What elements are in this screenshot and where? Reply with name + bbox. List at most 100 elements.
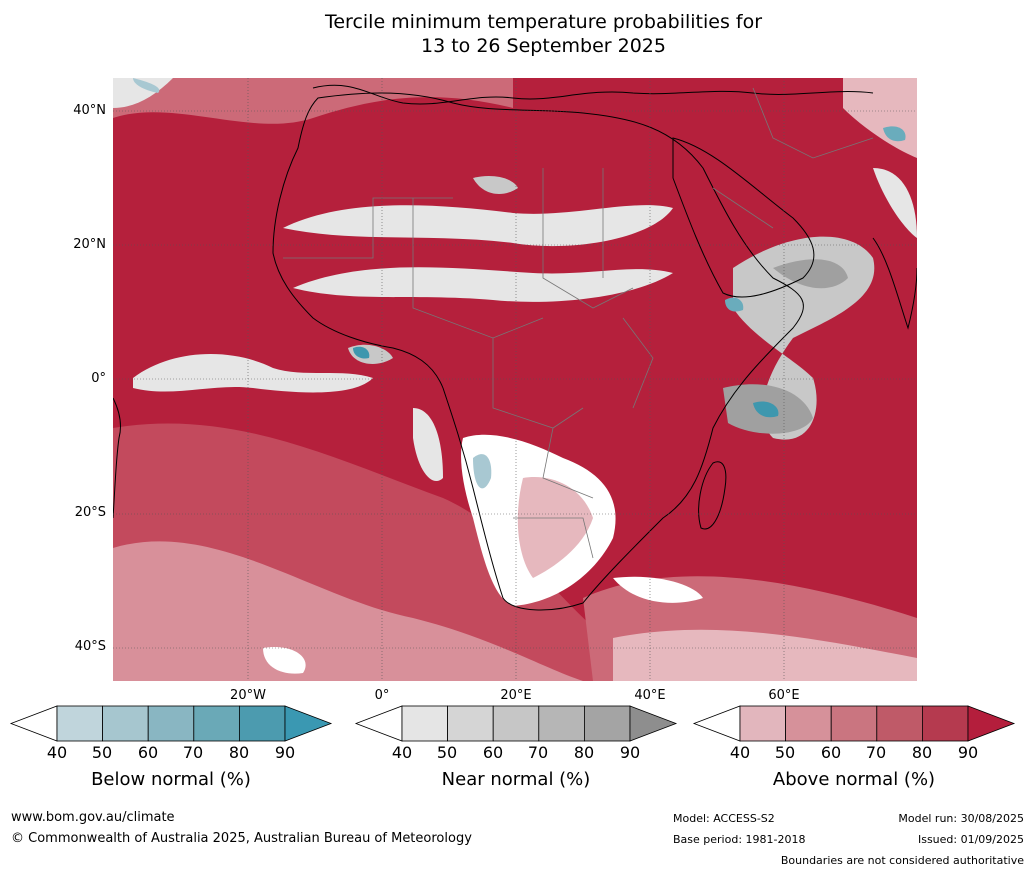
colorbar-near-title: Near normal (%) bbox=[441, 769, 591, 790]
colorbar-segment bbox=[921, 705, 969, 742]
africa-coastline bbox=[272, 92, 804, 611]
colorbar-segment bbox=[583, 705, 631, 742]
tick-label: 70 bbox=[527, 743, 549, 762]
tick-label: 80 bbox=[911, 743, 933, 762]
colorbar-below-svg bbox=[9, 705, 333, 742]
border-5 bbox=[492, 338, 584, 429]
colorbar-above-svg bbox=[692, 705, 1016, 742]
lat-label-40n: 40°N bbox=[73, 103, 106, 118]
map-svg bbox=[113, 78, 917, 681]
colorbar-extension-high bbox=[967, 705, 1016, 742]
border-6 bbox=[542, 427, 594, 499]
border-7 bbox=[513, 517, 594, 559]
title-line-2: 13 to 26 September 2025 bbox=[421, 35, 666, 57]
colorbar-extension-low bbox=[354, 705, 403, 742]
madagascar-outline bbox=[698, 461, 727, 530]
colorbar-extension-high bbox=[629, 705, 678, 742]
angola-coast-near bbox=[413, 408, 443, 482]
lon-label-0: 0° bbox=[374, 688, 390, 703]
namibia-below bbox=[473, 454, 492, 489]
colorbar-segment bbox=[538, 705, 585, 742]
colorbar-extension-low bbox=[692, 705, 741, 742]
central-asia-below bbox=[883, 126, 906, 142]
tick-label: 40 bbox=[391, 743, 413, 762]
tick-label: 70 bbox=[182, 743, 204, 762]
colorbar-extension-high bbox=[284, 705, 333, 742]
country-borders bbox=[283, 87, 874, 559]
colorbar-below bbox=[9, 705, 333, 742]
north-atlantic-below bbox=[133, 78, 160, 93]
southern-africa-above-50 bbox=[517, 477, 593, 578]
sahara-near-patch bbox=[473, 176, 518, 194]
border-2 bbox=[412, 198, 544, 339]
colorbar-extension-low bbox=[9, 705, 58, 742]
india-near bbox=[873, 168, 917, 238]
colorbar-segment bbox=[876, 705, 923, 742]
tick-label: 90 bbox=[619, 743, 641, 762]
colorbar-near bbox=[354, 705, 678, 742]
colorbar-below-title: Below normal (%) bbox=[91, 769, 251, 790]
indian-ocean-below bbox=[753, 401, 779, 418]
tick-label: 50 bbox=[436, 743, 458, 762]
sahel-near-band bbox=[293, 267, 673, 302]
europe-coastline bbox=[312, 84, 874, 105]
lat-label-0: 0° bbox=[91, 371, 106, 386]
colorbar-above bbox=[692, 705, 1016, 742]
north-atlantic-near bbox=[113, 78, 173, 108]
arabia-outline bbox=[672, 137, 815, 298]
gulf-guinea-below bbox=[353, 346, 370, 359]
tick-label: 90 bbox=[957, 743, 979, 762]
model-run: Model run: 30/08/2025 bbox=[898, 812, 1024, 825]
south-ocean-white-2 bbox=[263, 647, 306, 674]
colorbar-above-title: Above normal (%) bbox=[772, 769, 936, 790]
colorbar-segment bbox=[739, 705, 786, 742]
colorbar-segment bbox=[238, 705, 286, 742]
graticule bbox=[113, 78, 917, 681]
probability-map bbox=[113, 78, 917, 681]
south-ocean-white-1 bbox=[613, 576, 703, 603]
colorbar-segment bbox=[447, 705, 494, 742]
north-atlantic-band bbox=[113, 78, 513, 124]
border-8 bbox=[622, 317, 654, 409]
chart-title: Tercile minimum temperature probabilitie… bbox=[0, 10, 1035, 58]
tick-label: 60 bbox=[482, 743, 504, 762]
south-america-coastline bbox=[113, 397, 121, 519]
website-link[interactable]: www.bom.gov.au/climate bbox=[11, 810, 175, 825]
lat-label-40s: 40°S bbox=[74, 639, 106, 654]
tick-label: 60 bbox=[820, 743, 842, 762]
tick-label: 80 bbox=[228, 743, 250, 762]
arabian-sea-near-dark bbox=[773, 259, 848, 289]
tick-label: 50 bbox=[91, 743, 113, 762]
tick-label: 50 bbox=[774, 743, 796, 762]
border-9 bbox=[712, 187, 774, 229]
lon-label-20e: 20°E bbox=[500, 688, 532, 703]
disclaimer: Boundaries are not considered authoritat… bbox=[780, 854, 1024, 867]
lat-label-20n: 20°N bbox=[73, 237, 106, 252]
model-name: Model: ACCESS-S2 bbox=[673, 812, 775, 825]
tick-label: 40 bbox=[729, 743, 751, 762]
copyright-text: © Commonwealth of Australia 2025, Austra… bbox=[11, 831, 472, 846]
base-period: Base period: 1981-2018 bbox=[673, 833, 806, 846]
sahara-near-band-1 bbox=[283, 205, 673, 247]
lon-label-60e: 60°E bbox=[768, 688, 800, 703]
south-indian-light-band bbox=[613, 629, 917, 681]
tick-label: 60 bbox=[137, 743, 159, 762]
border-10 bbox=[752, 87, 874, 159]
border-3 bbox=[542, 168, 634, 309]
colorbar-segment bbox=[785, 705, 832, 742]
colorbar-segment bbox=[401, 705, 448, 742]
lon-label-20w: 20°W bbox=[230, 688, 266, 703]
colorbar-segment bbox=[102, 705, 149, 742]
lat-label-20s: 20°S bbox=[74, 505, 106, 520]
colorbar-segment bbox=[830, 705, 878, 742]
colorbar-segment bbox=[56, 705, 103, 742]
equatorial-atlantic-near bbox=[133, 354, 373, 393]
gulf-aden-below bbox=[725, 297, 744, 312]
india-coastline bbox=[872, 237, 917, 330]
tick-label: 40 bbox=[46, 743, 68, 762]
colorbar-segment bbox=[193, 705, 240, 742]
tick-label: 90 bbox=[274, 743, 296, 762]
colorbar-segment bbox=[492, 705, 540, 742]
issued-date: Issued: 01/09/2025 bbox=[917, 833, 1024, 846]
colorbar-near-svg bbox=[354, 705, 678, 742]
